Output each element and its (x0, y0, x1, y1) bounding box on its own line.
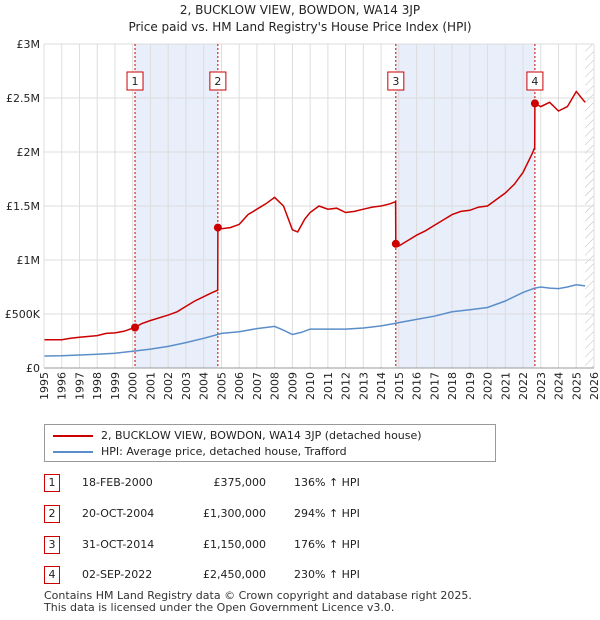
sale-label-box (526, 71, 544, 91)
sale-number-badge: 4 (44, 566, 60, 584)
legend-label-property: 2, BUCKLOW VIEW, BOWDON, WA14 3JP (detac… (101, 429, 422, 442)
sale-price: £1,150,000 (203, 538, 266, 551)
chart-subtitle: Price paid vs. HM Land Registry's House … (128, 20, 471, 34)
sale-label-number: 4 (531, 75, 538, 88)
x-tick-label: 2006 (233, 372, 246, 400)
price-chart: 2, BUCKLOW VIEW, BOWDON, WA14 3JP Price … (5, 3, 600, 400)
sale-label-box (126, 71, 144, 91)
x-tick-label: 2020 (482, 372, 495, 400)
x-tick-label: 2003 (180, 372, 193, 400)
sale-price: £1,300,000 (203, 507, 266, 520)
y-tick-label: £0 (26, 362, 40, 375)
x-tick-label: 2025 (570, 372, 583, 400)
sale-marker (530, 99, 539, 108)
sale-hpi-change: 176% ↑ HPI (294, 538, 360, 551)
sale-number-badge: 3 (44, 536, 60, 554)
y-tick-label: £2.5M (6, 92, 40, 105)
x-tick-label: 2013 (357, 372, 370, 400)
sale-price: £2,450,000 (203, 568, 266, 581)
x-tick-label: 2021 (499, 372, 512, 400)
x-tick-label: 2024 (553, 372, 566, 400)
x-tick-label: 1996 (56, 372, 69, 400)
x-tick-label: 2015 (393, 372, 406, 400)
x-tick-label: 2014 (375, 372, 388, 400)
legend-swatch-hpi (53, 451, 93, 453)
property-price-line (44, 90, 586, 341)
sale-date: 31-OCT-2014 (82, 538, 155, 551)
x-tick-label: 2017 (428, 372, 441, 400)
x-tick-label: 1995 (38, 372, 51, 400)
sale-hpi-change: 230% ↑ HPI (294, 568, 360, 581)
x-tick-label: 2009 (286, 372, 299, 400)
x-tick-label: 2012 (340, 372, 353, 400)
x-tick-label: 2007 (251, 372, 264, 400)
legend: 2, BUCKLOW VIEW, BOWDON, WA14 3JP (detac… (44, 424, 496, 462)
sale-hpi-change: 136% ↑ HPI (294, 476, 360, 489)
x-tick-label: 2026 (588, 372, 600, 400)
sale-marker (391, 239, 400, 248)
footer: Contains HM Land Registry data © Crown c… (44, 590, 472, 614)
sale-label-number: 2 (214, 75, 221, 88)
x-tick-label: 1999 (109, 372, 122, 400)
hpi-line (43, 284, 586, 357)
x-tick-label: 1997 (73, 372, 86, 400)
sale-marker (131, 323, 140, 332)
sale-label-number: 1 (132, 75, 139, 88)
sale-label-box (387, 71, 405, 91)
x-tick-label: 2016 (411, 372, 424, 400)
legend-label-hpi: HPI: Average price, detached house, Traf… (101, 445, 347, 458)
x-tick-label: 2005 (215, 372, 228, 400)
x-tick-label: 2008 (269, 372, 282, 400)
sale-number-badge: 2 (44, 505, 60, 523)
x-tick-label: 2011 (322, 372, 335, 400)
x-tick-label: 2022 (517, 372, 530, 400)
sale-price: £375,000 (213, 476, 267, 489)
y-tick-label: £3M (17, 38, 41, 51)
x-tick-label: 1998 (91, 372, 104, 400)
y-tick-label: £1M (17, 254, 41, 267)
sale-date: 02-SEP-2022 (82, 568, 153, 581)
sale-marker (213, 223, 222, 232)
chart-title: 2, BUCKLOW VIEW, BOWDON, WA14 3JP (180, 3, 420, 17)
y-tick-label: £2M (17, 146, 41, 159)
sale-label-box (209, 71, 227, 91)
sale-hpi-change: 294% ↑ HPI (294, 507, 360, 520)
x-tick-label: 2002 (162, 372, 175, 400)
sale-label-number: 3 (392, 75, 399, 88)
y-tick-label: £500K (5, 308, 41, 321)
sale-date: 18-FEB-2000 (82, 476, 153, 489)
x-tick-label: 2018 (446, 372, 459, 400)
sale-number-badge: 1 (44, 474, 60, 492)
x-tick-label: 2019 (464, 372, 477, 400)
y-tick-label: £1.5M (6, 200, 40, 213)
sale-date: 20-OCT-2004 (82, 507, 155, 520)
x-tick-label: 2004 (198, 372, 211, 400)
legend-swatch-property (53, 435, 93, 437)
footer-licence: This data is licensed under the Open Gov… (44, 601, 395, 614)
x-tick-label: 2010 (304, 372, 317, 400)
x-tick-label: 2000 (127, 372, 140, 400)
x-tick-label: 2001 (144, 372, 157, 400)
footer-copyright: Contains HM Land Registry data © Crown c… (44, 589, 472, 602)
x-tick-label: 2023 (535, 372, 548, 400)
